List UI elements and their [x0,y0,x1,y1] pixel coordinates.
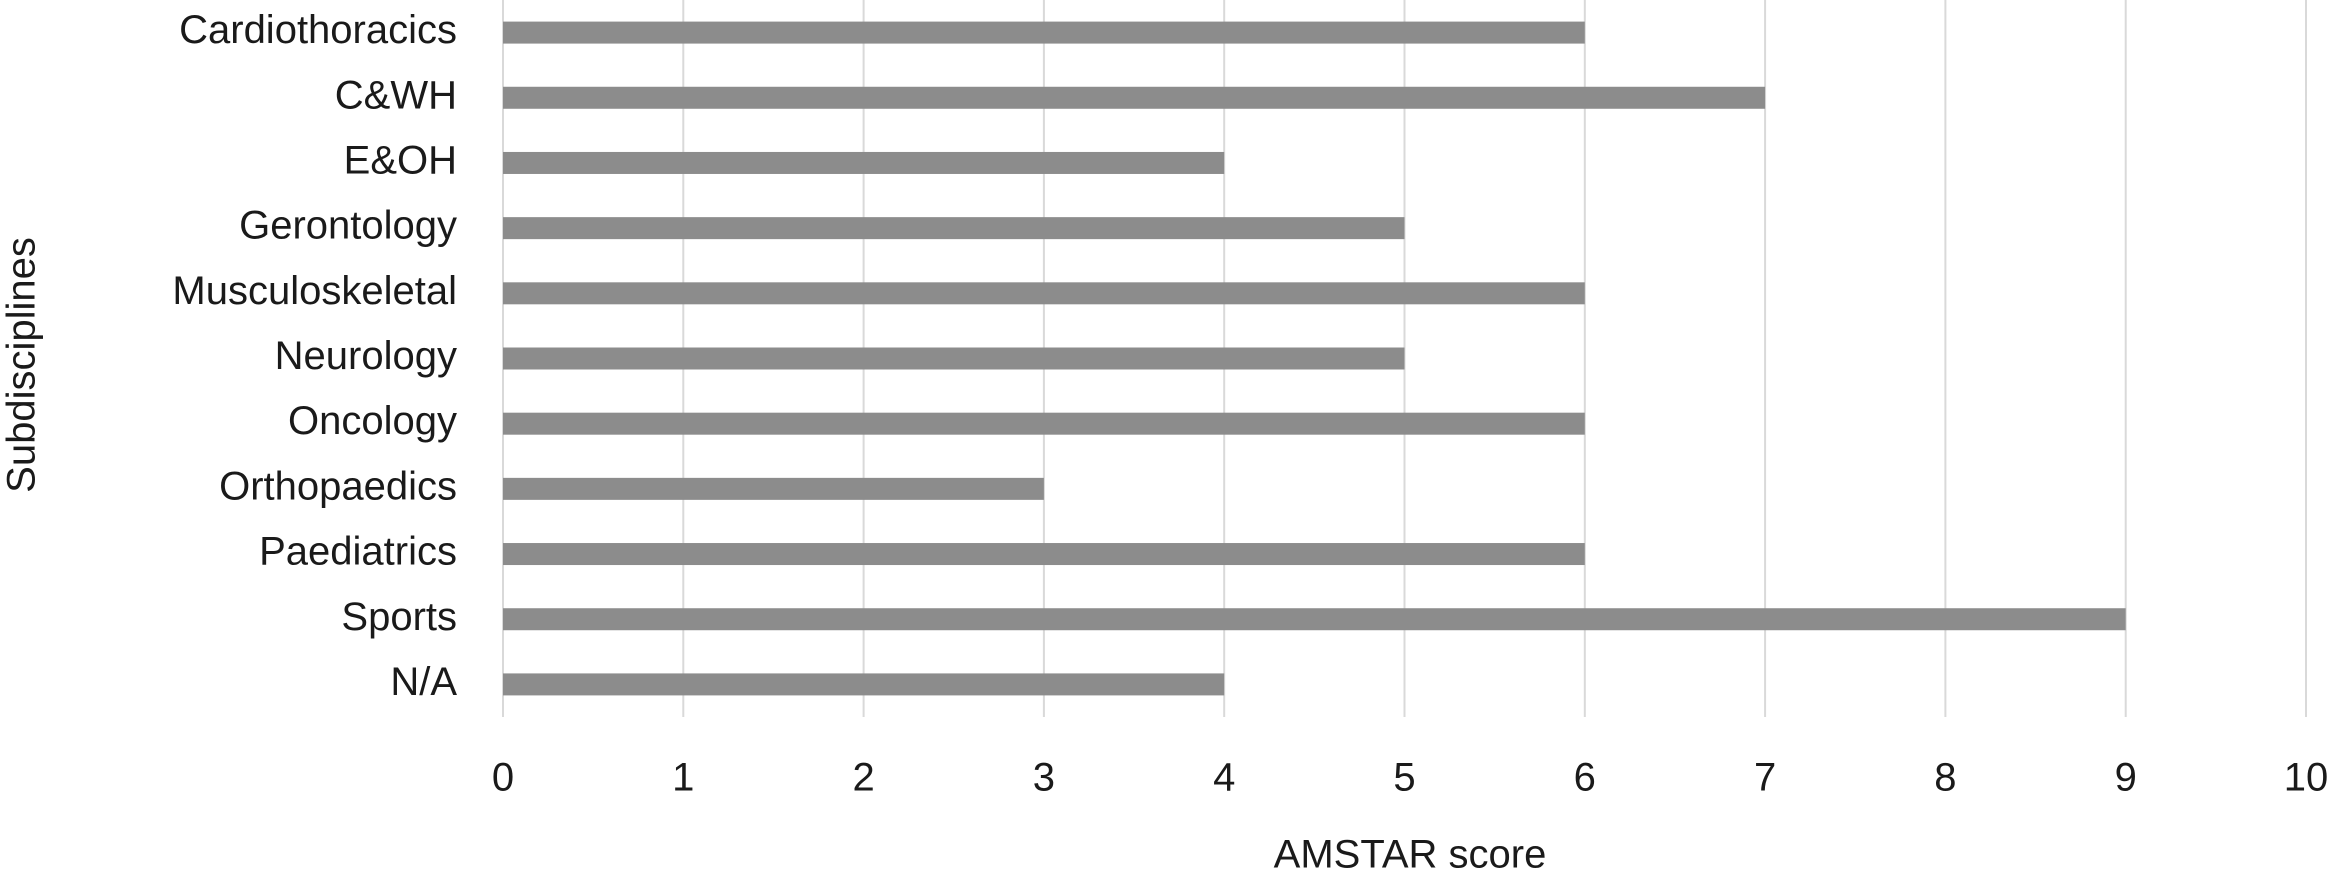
y-tick-label: Sports [341,595,457,639]
x-tick-label: 5 [1393,756,1415,800]
bar [503,151,1225,174]
bar [503,477,1044,500]
bar [503,217,1405,240]
x-tick-label: 8 [1934,756,1956,800]
x-tick-label: 7 [1754,756,1776,800]
bar [503,412,1585,435]
x-tick-label: 0 [492,756,514,800]
y-tick-label: E&OH [344,139,457,183]
y-tick-label: Oncology [288,399,457,443]
y-tick-label: C&WH [335,73,457,117]
x-tick-label: 4 [1213,756,1235,800]
y-tick-label: N/A [390,660,457,704]
x-tick-label: 10 [2284,756,2329,800]
y-tick-label: Musculoskeletal [172,269,457,313]
x-tick-label: 6 [1574,756,1596,800]
x-tick-label: 9 [2115,756,2137,800]
y-tick-label: Neurology [275,334,457,378]
x-axis-title: AMSTAR score [1274,833,1547,877]
y-axis-title: Subdisciplines [0,237,44,493]
y-tick-label: Paediatrics [259,530,457,574]
bar [503,347,1405,370]
bar [503,543,1585,566]
bar [503,282,1585,305]
x-tick-label: 2 [852,756,874,800]
bar [503,21,1585,44]
bar [503,673,1225,696]
y-tick-label: Gerontology [239,204,457,248]
bar [503,86,1766,109]
bar [503,608,2126,631]
y-tick-label: Orthopaedics [219,464,457,508]
x-tick-label: 1 [672,756,694,800]
y-tick-label: Cardiothoracics [179,8,457,52]
x-tick-label: 3 [1033,756,1055,800]
